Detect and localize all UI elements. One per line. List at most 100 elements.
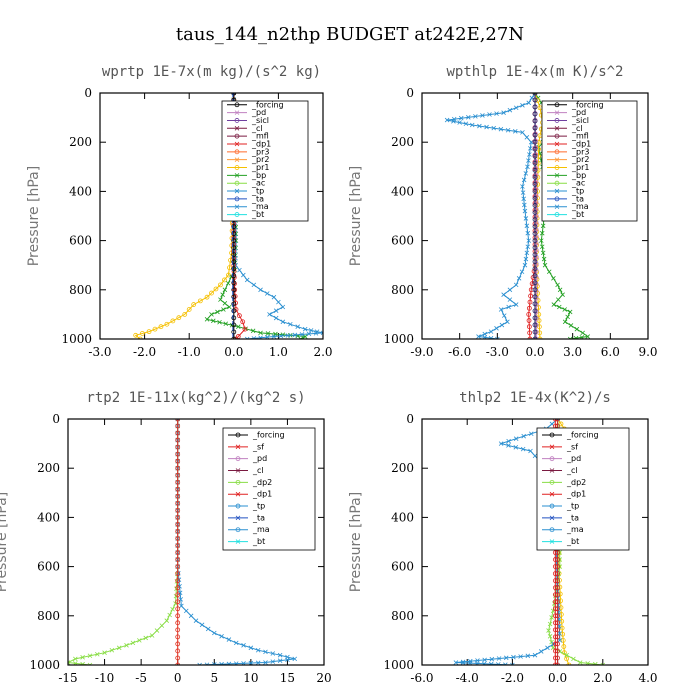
data-point — [248, 645, 254, 651]
data-point — [199, 622, 205, 628]
data-point — [255, 660, 261, 665]
figure-title: taus_144_n2thp BUDGET at242E,27N — [176, 24, 524, 45]
legend-marker — [549, 539, 555, 544]
data-point — [231, 294, 237, 300]
data-point — [525, 230, 531, 236]
data-point — [222, 287, 228, 293]
data-point — [532, 210, 538, 215]
data-point — [527, 330, 533, 336]
data-point — [154, 628, 160, 633]
legend-marker — [235, 515, 241, 521]
data-point — [552, 557, 558, 562]
data-point — [222, 277, 227, 283]
data-point — [552, 641, 558, 647]
data-point — [532, 287, 538, 293]
data-point — [552, 585, 558, 591]
data-point — [255, 647, 261, 653]
data-point — [555, 297, 561, 302]
data-point — [510, 662, 515, 665]
data-point — [562, 319, 568, 325]
data-point — [484, 124, 489, 130]
data-point — [560, 638, 566, 643]
data-point — [458, 115, 464, 121]
x-tick-label: 2.0 — [313, 345, 332, 359]
data-point — [139, 331, 145, 336]
legend-entry: _pr1 — [571, 163, 589, 172]
legend-entry: _bp — [571, 171, 586, 180]
data-point — [175, 634, 181, 640]
data-point — [524, 223, 530, 229]
x-tick-label: -10 — [95, 671, 114, 685]
data-point — [522, 208, 528, 214]
legend-entry: _pd — [571, 108, 586, 117]
legend-entry: _tp — [566, 502, 579, 511]
data-point — [231, 266, 237, 272]
data-point — [197, 298, 203, 304]
data-point — [552, 571, 558, 577]
data-point — [175, 536, 181, 541]
legend-marker — [234, 173, 240, 178]
data-point — [532, 153, 538, 159]
data-point — [527, 152, 532, 157]
legend-marker — [554, 149, 560, 155]
legend-entry: _ac — [251, 179, 265, 188]
legend-marker — [554, 157, 560, 162]
legend-marker — [554, 110, 560, 115]
data-point — [288, 321, 293, 327]
y-tick-label: 1000 — [383, 332, 414, 346]
data-point — [520, 184, 525, 189]
data-point — [220, 292, 225, 298]
data-point — [205, 626, 211, 632]
data-point — [476, 334, 481, 339]
data-point — [532, 93, 538, 96]
data-point — [532, 245, 538, 251]
legend-entry: _pd — [252, 454, 267, 463]
data-point — [231, 329, 237, 335]
legend-marker — [234, 212, 240, 217]
data-point — [232, 281, 237, 287]
data-point — [263, 660, 268, 665]
data-point — [487, 112, 492, 117]
data-point — [231, 280, 237, 286]
data-point — [191, 302, 197, 307]
data-point — [526, 311, 532, 317]
data-point — [308, 328, 314, 333]
legend: _forcing _sf _pd _cl _dp2 _dp1 _tp _ta _ma _bt — [222, 427, 316, 551]
x-tick-label: 1.0 — [269, 345, 288, 359]
series-line-pr1 — [134, 93, 235, 339]
legend-marker — [235, 527, 241, 533]
data-point — [507, 107, 513, 113]
data-point — [488, 335, 494, 339]
data-point — [532, 266, 538, 272]
data-point — [183, 608, 189, 614]
data-point — [532, 217, 538, 222]
legend-marker — [554, 118, 560, 123]
data-point — [143, 635, 148, 641]
data-point — [159, 623, 165, 628]
data-point — [537, 330, 543, 336]
data-point — [175, 493, 181, 499]
data-point — [523, 256, 529, 262]
legend-entry: _dp1 — [251, 139, 271, 148]
legend-entry: _tp — [251, 187, 264, 196]
data-point — [532, 315, 538, 321]
y-tick-label: 600 — [37, 560, 60, 574]
data-point — [231, 259, 237, 265]
legend-marker — [549, 491, 555, 497]
data-point — [523, 171, 529, 176]
data-point — [513, 105, 519, 111]
legend-marker — [554, 133, 560, 139]
data-point — [469, 122, 475, 128]
data-point — [532, 146, 538, 152]
data-point — [295, 324, 301, 329]
data-point — [222, 301, 228, 306]
data-point — [231, 315, 237, 321]
data-point — [217, 319, 222, 325]
data-point — [513, 436, 519, 441]
data-point — [552, 578, 558, 584]
data-point — [491, 125, 497, 131]
x-tick-label: 15 — [280, 671, 295, 685]
data-point — [552, 662, 558, 665]
panel-title: rtp2 1E-11x(kg^2)/(kg^2 s) — [86, 390, 305, 406]
legend-marker — [234, 165, 240, 170]
